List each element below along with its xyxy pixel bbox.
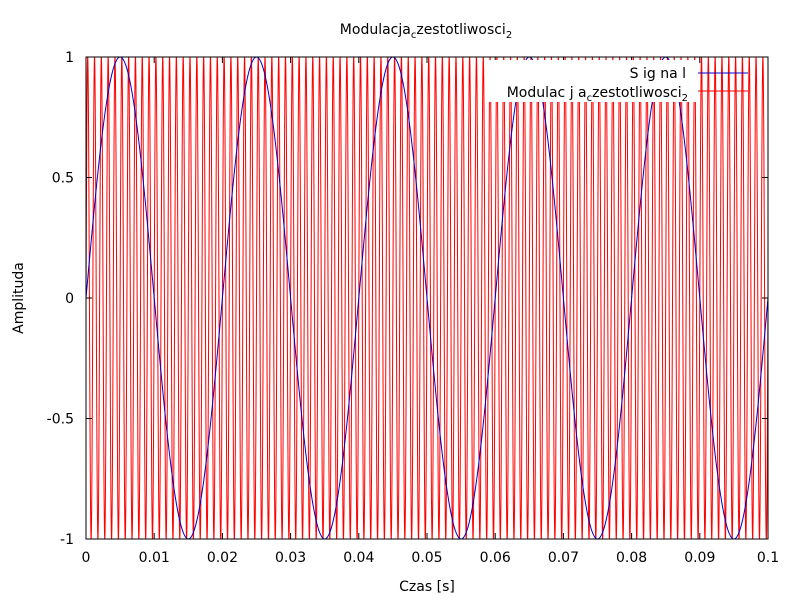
y-tick-label: 0 (65, 291, 74, 307)
y-axis-label: Amplituda (11, 262, 27, 334)
x-tick-label: 0 (82, 550, 91, 566)
x-tick-label: 0.05 (411, 550, 442, 566)
legend: S ig na l Modulac j aczestotliwosci2 (486, 60, 748, 104)
x-tick-label: 0.09 (684, 550, 715, 566)
x-tick-label: 0.06 (480, 550, 511, 566)
x-tick-label: 0.08 (616, 550, 647, 566)
x-tick-label: 0.01 (139, 550, 170, 566)
x-tick-label: 0.1 (757, 550, 779, 566)
y-tick-label: 1 (65, 50, 74, 66)
y-tick-label: -0.5 (47, 412, 74, 428)
x-tick-label: 0.02 (207, 550, 238, 566)
legend-label-signal: S ig na l (630, 66, 686, 82)
x-tick-label: 0.07 (548, 550, 579, 566)
y-tick-label: -1 (60, 532, 74, 548)
x-axis-label: Czas [s] (399, 579, 455, 595)
plot-frame (85, 56, 769, 540)
x-tick-label: 0.04 (343, 550, 374, 566)
ticks-layer: 0 0.01 0.02 0.03 0.04 0.05 0.06 0.07 0.08 0.09 0.1… (47, 50, 779, 566)
y-tick-label: 0.5 (52, 171, 74, 187)
series-layer (86, 57, 768, 539)
legend-label-modulation: Modulac j aczestotliwosci2 (507, 85, 688, 104)
chart-title: Modulacjaczestotliwosci2 (340, 22, 512, 41)
x-tick-label: 0.03 (275, 550, 306, 566)
